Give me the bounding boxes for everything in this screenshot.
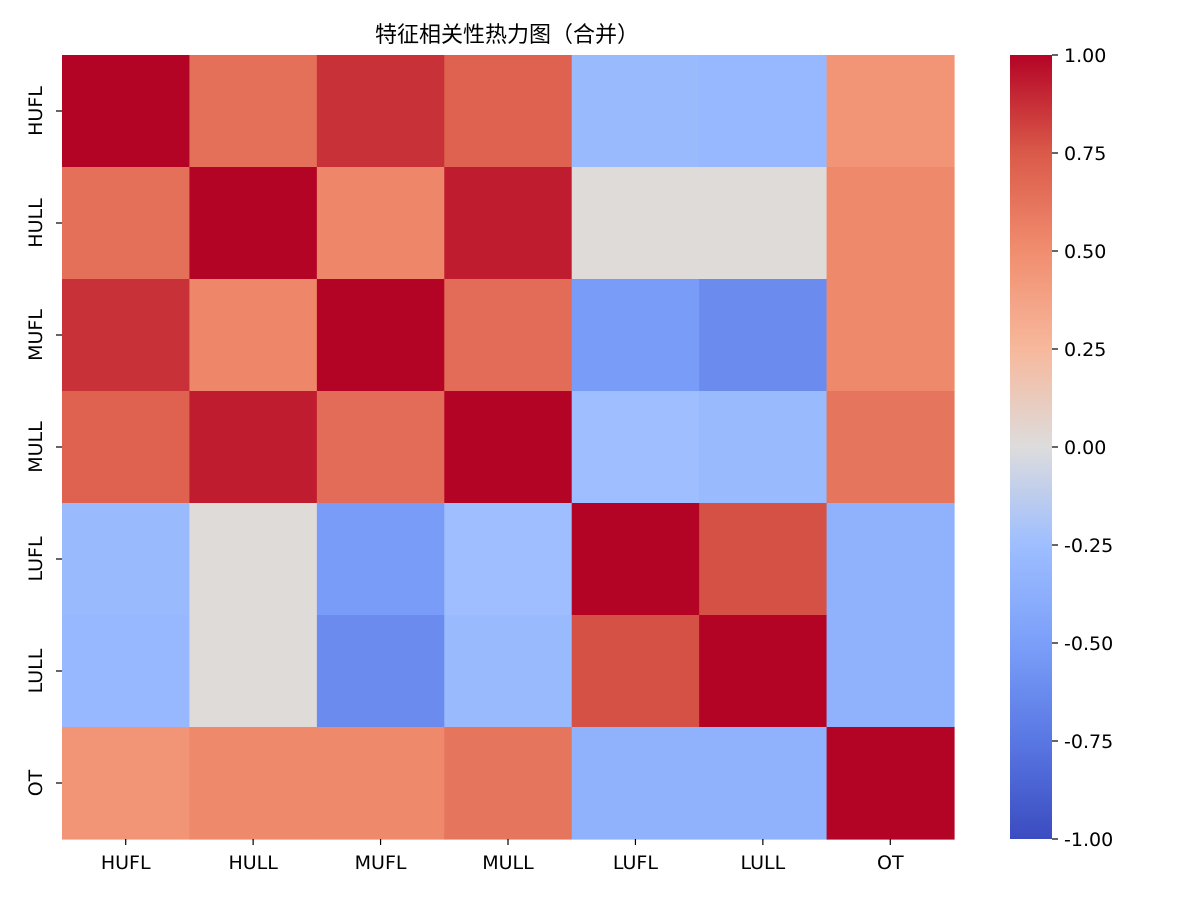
heatmap-cell-hull-ot [826, 167, 955, 280]
heatmap-cell-mufl-mufl [316, 279, 445, 392]
y-axis: HUFL HULL MUFL MULL LUFL LULL OT [25, 86, 62, 796]
heatmap-cell-lull-ot [826, 615, 955, 728]
x-tick-label: LULL [740, 852, 785, 874]
heatmap-cell-mufl-lufl [571, 279, 700, 392]
heatmap-cell-lufl-hull [189, 503, 318, 616]
x-tick-label: LUFL [613, 852, 658, 874]
heatmap-cell-hufl-hull [189, 55, 318, 168]
heatmap-cell-mufl-mull [444, 279, 573, 392]
heatmap-cell-ot-hufl [62, 727, 191, 840]
heatmap-cell-lull-mull [444, 615, 573, 728]
heatmap-cell-hufl-hufl [62, 55, 191, 168]
heatmap-cell-hufl-lufl [571, 55, 700, 168]
heatmap-cell-lufl-mull [444, 503, 573, 616]
heatmap-cell-ot-mull [444, 727, 573, 840]
x-tick-label: MULL [482, 852, 534, 874]
heatmap-cell-ot-hull [189, 727, 318, 840]
colorbar-tick-label: -0.50 [1064, 633, 1113, 655]
y-tick-label: MUFL [25, 309, 47, 361]
x-tick-label: HUFL [101, 852, 151, 874]
colorbar: 1.00 0.75 0.50 0.25 0.00 -0.25 -0.50 -0.75 -1.00 [1010, 45, 1113, 851]
heatmap-cell-mull-hull [189, 391, 318, 504]
heatmap-cell-mull-ot [826, 391, 955, 504]
colorbar-tick-label: 0.00 [1064, 437, 1106, 459]
colorbar-tick-label: 0.50 [1064, 241, 1106, 263]
colorbar-tick-label: 0.75 [1064, 143, 1106, 165]
heatmap-cell-lufl-lull [699, 503, 828, 616]
heatmap-cell-ot-mufl [316, 727, 445, 840]
y-tick-label: MULL [25, 421, 47, 473]
heatmap-cell-lufl-hufl [62, 503, 191, 616]
chart-title: 特征相关性热力图（合并） [375, 23, 639, 48]
x-tick-label: OT [877, 852, 904, 874]
heatmap-cell-lull-lull [699, 615, 828, 728]
x-axis: HUFL HULL MUFL MULL LUFL LULL OT [101, 839, 904, 874]
heatmap-cell-ot-ot [826, 727, 955, 840]
heatmap-cell-ot-lull [699, 727, 828, 840]
heatmap-cell-mull-hufl [62, 391, 191, 504]
heatmap-cell-ot-lufl [571, 727, 700, 840]
heatmap-cell-lull-hufl [62, 615, 191, 728]
heatmap-cell-lufl-lufl [571, 503, 700, 616]
colorbar-tick-label: -0.75 [1064, 731, 1113, 753]
colorbar-tick-label: -0.25 [1064, 535, 1113, 557]
y-tick-label: LUFL [25, 536, 47, 581]
y-tick-label: LULL [25, 648, 47, 693]
heatmap-cell-mull-lufl [571, 391, 700, 504]
heatmap-cell-lufl-mufl [316, 503, 445, 616]
heatmap-cell-mufl-lull [699, 279, 828, 392]
heatmap-cell-lull-mufl [316, 615, 445, 728]
heatmap-cell-mufl-hufl [62, 279, 191, 392]
heatmap-cell-hull-lufl [571, 167, 700, 280]
heatmap-cell-mufl-hull [189, 279, 318, 392]
heatmap-cell-mufl-ot [826, 279, 955, 392]
heatmap-cell-mull-mufl [316, 391, 445, 504]
colorbar-gradient [1010, 55, 1052, 839]
y-tick-label: HUFL [25, 86, 47, 136]
heatmap-cell-hufl-lull [699, 55, 828, 168]
x-tick-label: HULL [228, 852, 278, 874]
heatmap-cells [62, 55, 955, 840]
heatmap-cell-hull-lull [699, 167, 828, 280]
heatmap-cell-lull-hull [189, 615, 318, 728]
heatmap-cell-lull-lufl [571, 615, 700, 728]
y-tick-label: HULL [25, 198, 47, 248]
heatmap-cell-hufl-mufl [316, 55, 445, 168]
heatmap-cell-hufl-mull [444, 55, 573, 168]
heatmap-cell-hull-hufl [62, 167, 191, 280]
x-tick-label: MUFL [355, 852, 407, 874]
heatmap-cell-mull-lull [699, 391, 828, 504]
heatmap-cell-hull-mull [444, 167, 573, 280]
colorbar-tick-label: -1.00 [1064, 829, 1113, 851]
colorbar-tick-label: 0.25 [1064, 339, 1106, 361]
heatmap-cell-mull-mull [444, 391, 573, 504]
colorbar-tick-label: 1.00 [1064, 45, 1106, 67]
heatmap-cell-hufl-ot [826, 55, 955, 168]
heatmap-cell-hull-hull [189, 167, 318, 280]
heatmap-cell-hull-mufl [316, 167, 445, 280]
y-tick-label: OT [25, 769, 47, 796]
heatmap-cell-lufl-ot [826, 503, 955, 616]
